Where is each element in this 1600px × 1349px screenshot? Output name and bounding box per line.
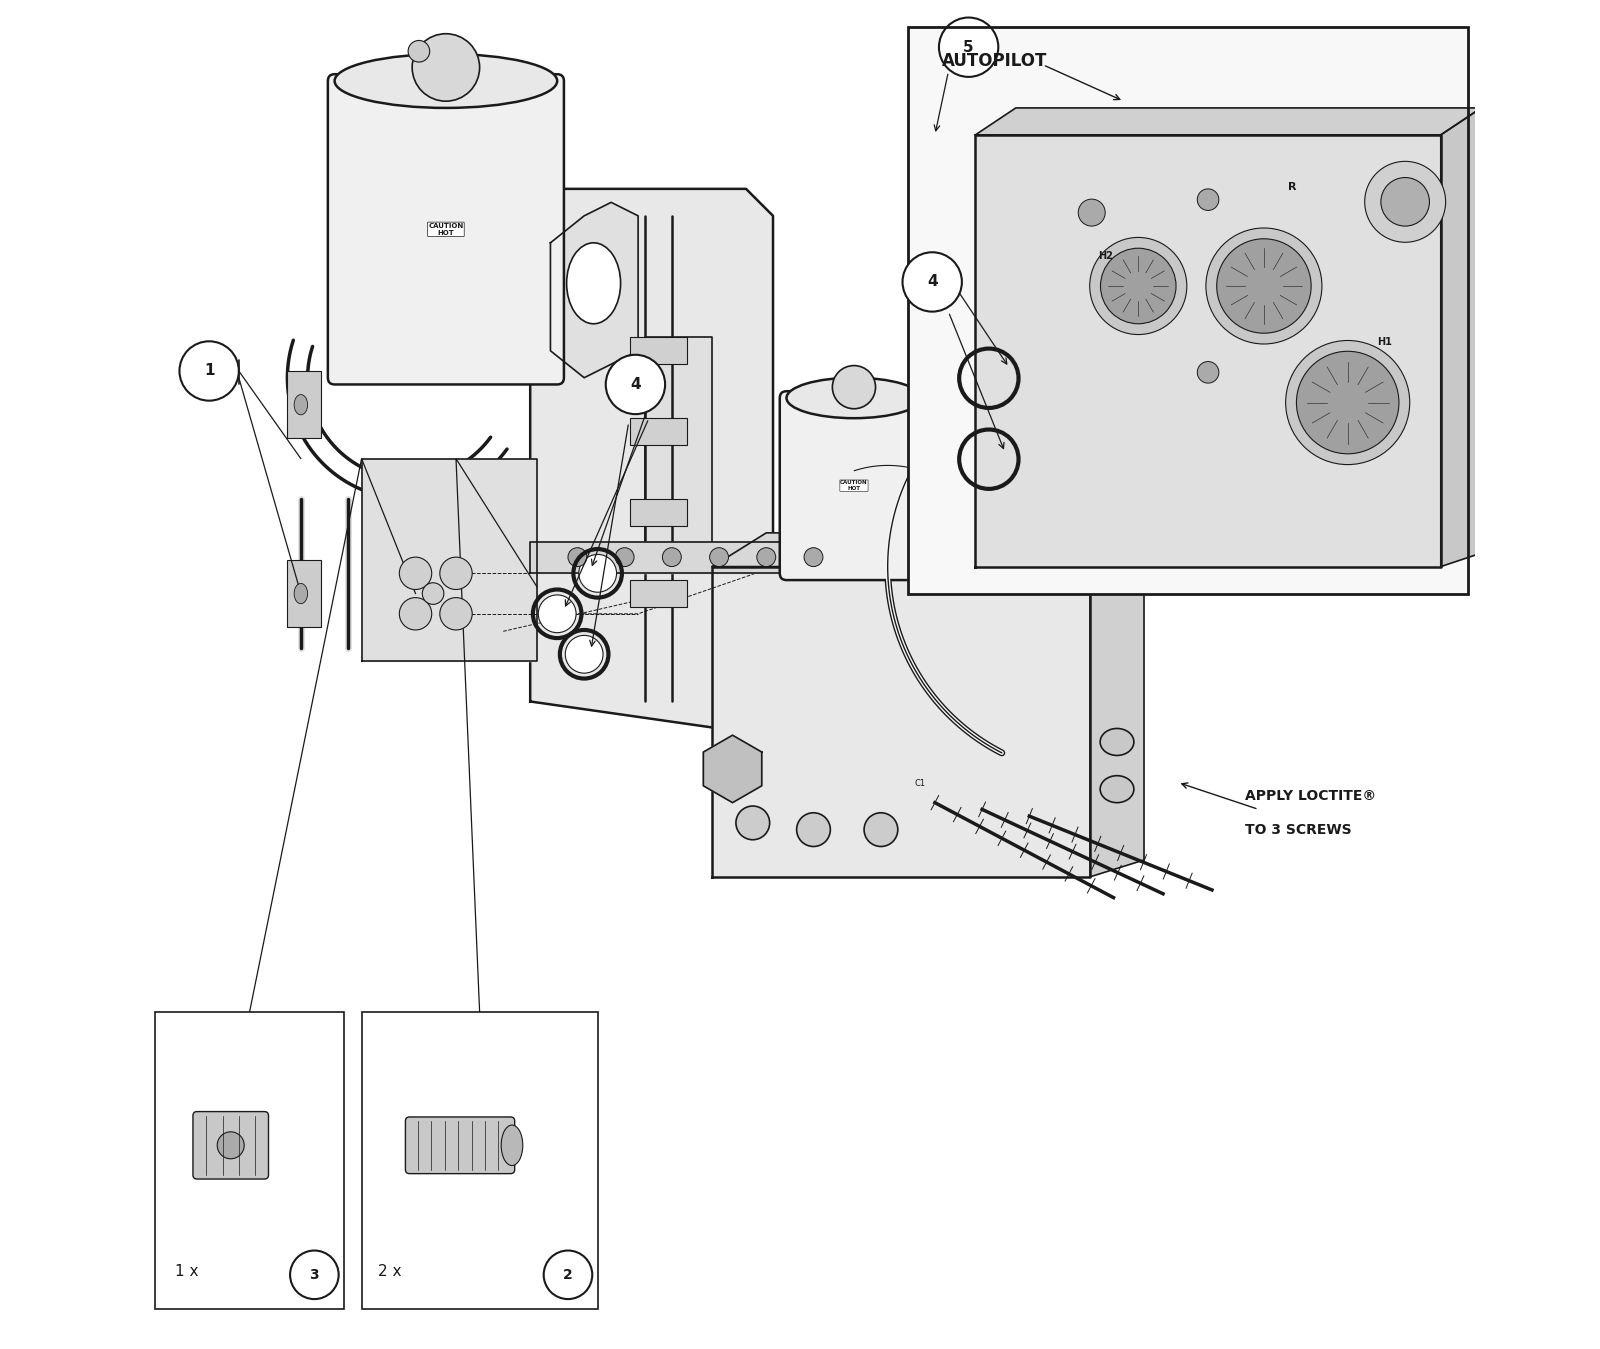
Circle shape	[832, 366, 875, 409]
Text: CAUTION
HOT: CAUTION HOT	[840, 480, 867, 491]
Text: C1: C1	[915, 780, 926, 788]
Text: 2: 2	[563, 1268, 573, 1282]
Circle shape	[614, 548, 634, 567]
Circle shape	[710, 548, 728, 567]
Circle shape	[422, 583, 443, 604]
Ellipse shape	[566, 243, 621, 324]
Polygon shape	[530, 189, 773, 728]
Polygon shape	[1090, 533, 1144, 877]
Polygon shape	[907, 27, 1467, 594]
Circle shape	[805, 548, 822, 567]
Ellipse shape	[334, 54, 557, 108]
Bar	[630, 337, 686, 364]
Text: H2: H2	[1098, 251, 1114, 260]
Bar	[362, 1012, 598, 1309]
Text: 5: 5	[963, 39, 974, 55]
Text: 3: 3	[309, 1268, 318, 1282]
Text: APPLY LOCTITE®: APPLY LOCTITE®	[1245, 789, 1376, 803]
Text: 2 x: 2 x	[378, 1264, 402, 1279]
Text: 4: 4	[926, 274, 938, 290]
Circle shape	[290, 1251, 339, 1299]
Ellipse shape	[864, 812, 898, 847]
Ellipse shape	[787, 378, 922, 418]
FancyBboxPatch shape	[328, 74, 563, 384]
Ellipse shape	[294, 583, 307, 603]
Circle shape	[1197, 362, 1219, 383]
Circle shape	[218, 1132, 245, 1159]
Polygon shape	[1440, 108, 1482, 567]
Polygon shape	[530, 542, 827, 573]
Bar	[288, 560, 322, 627]
Circle shape	[179, 341, 238, 401]
Circle shape	[400, 557, 432, 590]
Text: R: R	[1288, 182, 1296, 192]
Circle shape	[1216, 239, 1310, 333]
Ellipse shape	[736, 807, 770, 839]
FancyBboxPatch shape	[405, 1117, 515, 1174]
Text: 4: 4	[630, 376, 640, 393]
Circle shape	[1101, 248, 1176, 324]
Polygon shape	[645, 337, 712, 567]
Bar	[288, 371, 322, 438]
Circle shape	[1078, 200, 1106, 227]
Text: TO 3 SCREWS: TO 3 SCREWS	[1245, 823, 1352, 836]
Polygon shape	[550, 202, 638, 378]
Polygon shape	[704, 735, 762, 803]
Bar	[630, 499, 686, 526]
Circle shape	[1206, 228, 1322, 344]
Circle shape	[440, 557, 472, 590]
Ellipse shape	[1101, 776, 1134, 803]
Text: CAUTION
HOT: CAUTION HOT	[429, 223, 464, 236]
Circle shape	[400, 598, 432, 630]
Ellipse shape	[501, 1125, 523, 1166]
Circle shape	[565, 635, 603, 673]
Polygon shape	[976, 135, 1440, 567]
Text: H1: H1	[1378, 337, 1392, 347]
Circle shape	[757, 548, 776, 567]
Bar	[155, 1012, 344, 1309]
Circle shape	[1286, 340, 1410, 464]
FancyBboxPatch shape	[194, 1112, 269, 1179]
Polygon shape	[712, 533, 1144, 567]
Circle shape	[1365, 162, 1446, 243]
Bar	[630, 418, 686, 445]
FancyBboxPatch shape	[779, 391, 928, 580]
Polygon shape	[976, 108, 1482, 135]
Ellipse shape	[797, 812, 830, 847]
Ellipse shape	[294, 394, 307, 415]
Circle shape	[440, 598, 472, 630]
Circle shape	[1296, 351, 1398, 453]
Circle shape	[1197, 189, 1219, 210]
Polygon shape	[712, 567, 1090, 877]
Circle shape	[662, 548, 682, 567]
Circle shape	[579, 554, 616, 592]
Ellipse shape	[1101, 728, 1134, 755]
Circle shape	[413, 34, 480, 101]
Text: 1 x: 1 x	[176, 1264, 198, 1279]
Circle shape	[538, 595, 576, 633]
Circle shape	[606, 355, 666, 414]
Circle shape	[1381, 178, 1429, 227]
Text: 1: 1	[203, 363, 214, 379]
Text: AUTOPILOT: AUTOPILOT	[942, 51, 1046, 70]
Polygon shape	[362, 459, 538, 661]
Circle shape	[408, 40, 430, 62]
Circle shape	[902, 252, 962, 312]
Circle shape	[939, 18, 998, 77]
Circle shape	[544, 1251, 592, 1299]
Bar	[907, 27, 1467, 594]
Circle shape	[1090, 237, 1187, 335]
Bar	[630, 580, 686, 607]
Circle shape	[568, 548, 587, 567]
